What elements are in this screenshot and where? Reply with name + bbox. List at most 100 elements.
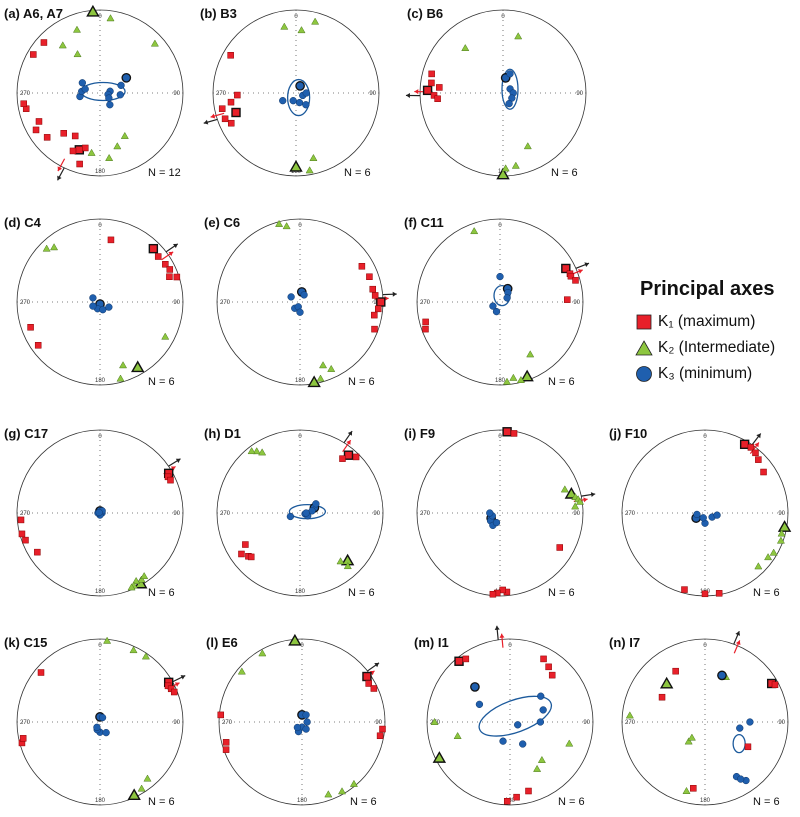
k1-point xyxy=(107,236,115,244)
k3-point xyxy=(505,99,513,108)
k1-point xyxy=(231,107,241,118)
sample-count: N = 6 xyxy=(148,376,175,388)
k3-point xyxy=(302,101,310,109)
k2-point xyxy=(311,17,320,25)
arrow-head-icon xyxy=(57,175,62,181)
k1-point xyxy=(22,536,29,544)
sample-count: N = 6 xyxy=(548,587,575,599)
k3-point xyxy=(492,307,501,316)
k2-point xyxy=(237,667,246,675)
arrow-head-icon xyxy=(384,296,389,302)
azimuth-270-label: 270 xyxy=(20,300,31,306)
legend-triangle-icon xyxy=(630,340,658,356)
k2-point xyxy=(137,784,146,792)
k3-point xyxy=(713,511,721,519)
k2-point xyxy=(252,447,261,455)
primitive-circle xyxy=(216,218,384,386)
k3-confidence-ellipse xyxy=(732,733,746,754)
k2-point xyxy=(258,649,267,657)
k2-point xyxy=(131,360,145,373)
k1-point xyxy=(499,586,506,594)
arrow-head-icon xyxy=(735,631,741,636)
k2-point xyxy=(58,41,67,49)
k1-point xyxy=(371,292,379,299)
k2-point xyxy=(137,575,146,583)
sample-count: N = 6 xyxy=(350,796,377,808)
k1-point xyxy=(339,455,346,462)
k2-point xyxy=(496,167,510,180)
azimuth-0-label: 0 xyxy=(703,643,707,649)
k1-point xyxy=(18,530,26,538)
arrow-head-icon xyxy=(590,492,596,498)
k1-point xyxy=(690,785,697,792)
legend-label-k2: K₂ (Intermediate) xyxy=(658,339,776,356)
azimuth-0-label: 0 xyxy=(298,223,302,229)
k1-point xyxy=(37,669,45,676)
k1-point xyxy=(343,450,354,460)
k2-point xyxy=(129,646,138,654)
k1-point xyxy=(366,273,373,280)
arrow-head-icon xyxy=(210,113,216,119)
azimuth-90-label: 90 xyxy=(173,91,180,97)
azimuth-90-label: 90 xyxy=(373,511,380,517)
arrow-head-icon xyxy=(584,262,590,268)
arrow-head-icon xyxy=(583,497,588,503)
k3-point xyxy=(537,692,545,700)
k1-point xyxy=(715,590,723,597)
azimuth-180-label: 180 xyxy=(295,589,306,595)
k2-point xyxy=(42,244,51,252)
k2-point xyxy=(143,774,152,782)
k1-point xyxy=(166,273,173,280)
k1-point xyxy=(227,119,235,127)
k3-point xyxy=(95,508,103,517)
azimuth-270-label: 270 xyxy=(625,720,636,726)
primitive-circle xyxy=(416,218,584,386)
k1-point xyxy=(234,91,241,99)
k1-point xyxy=(170,688,178,696)
k1-point xyxy=(771,681,779,689)
k2-point xyxy=(105,153,114,161)
azimuth-270-label: 270 xyxy=(20,511,31,517)
stereonet-1: 0 90 180 270 (a) A6, A7 N = 12 xyxy=(4,4,184,181)
arrow-head-icon xyxy=(175,458,181,464)
arrow-head-icon xyxy=(735,640,741,646)
k3-point xyxy=(736,724,744,732)
k2-point xyxy=(103,636,112,644)
primitive-circle xyxy=(16,9,184,177)
k2-point xyxy=(516,375,525,383)
k2-point xyxy=(776,536,785,544)
k3-confidence-ellipse xyxy=(478,695,553,737)
azimuth-180-label: 180 xyxy=(95,589,106,595)
k3-point xyxy=(693,510,701,519)
k3-point xyxy=(99,306,107,314)
k1-point xyxy=(27,324,34,331)
k2-point xyxy=(140,571,149,580)
stereonet-4: 0 90 180 270 (d) C4 N = 6 xyxy=(4,215,184,388)
legend-label-k1: K₁ (maximum) xyxy=(658,313,756,330)
k2-point xyxy=(560,485,569,493)
arrow-head-icon xyxy=(203,119,209,125)
k2-point xyxy=(161,332,170,340)
arrow-head-icon xyxy=(170,466,176,471)
azimuth-90-label: 90 xyxy=(778,511,785,517)
k2-point xyxy=(764,553,773,561)
k1-point xyxy=(658,693,666,701)
azimuth-0-label: 0 xyxy=(298,434,302,440)
k1-point xyxy=(540,655,547,663)
k2-point xyxy=(777,529,786,537)
k2-point xyxy=(50,243,59,251)
k1-point xyxy=(43,134,51,141)
k3-point xyxy=(746,718,754,726)
k3-point xyxy=(470,682,480,692)
panel-label: (e) C6 xyxy=(204,215,240,230)
primitive-circle xyxy=(426,638,594,806)
k1-point xyxy=(548,671,556,679)
panel-label: (n) I7 xyxy=(609,635,640,650)
k3-point xyxy=(286,512,295,521)
panel-label: (l) E6 xyxy=(206,635,238,650)
k1-point xyxy=(454,656,464,666)
azimuth-270-label: 270 xyxy=(220,511,231,517)
